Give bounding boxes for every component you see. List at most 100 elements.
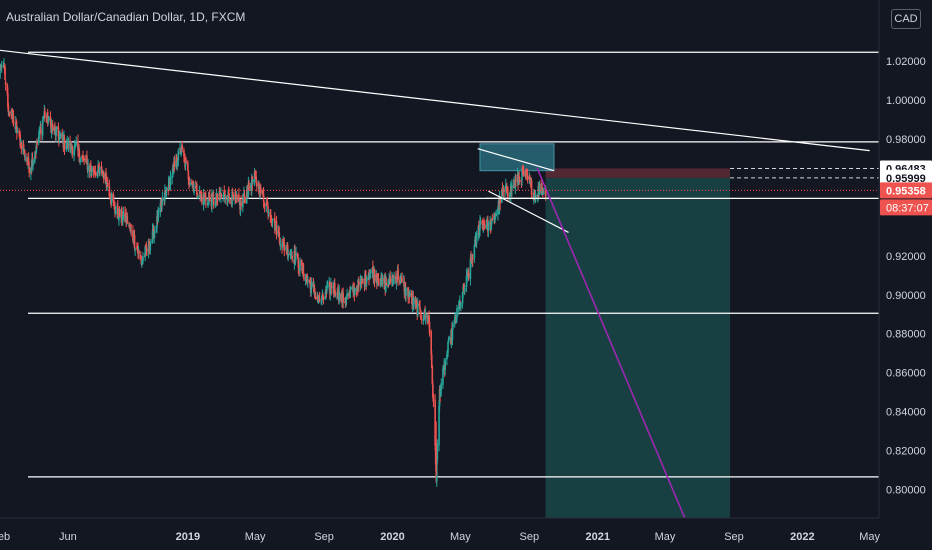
candle-body <box>502 189 505 192</box>
candle-body <box>122 211 125 218</box>
candle-body <box>219 196 222 198</box>
candle-body <box>133 235 136 249</box>
candle-body <box>73 150 75 156</box>
candle-body <box>34 151 37 154</box>
candle-body <box>475 233 478 244</box>
candle-body <box>303 273 305 280</box>
candle-body <box>101 173 104 176</box>
candle-body <box>231 191 233 206</box>
candle-body <box>286 244 289 257</box>
trend-line[interactable] <box>0 48 870 152</box>
candle-body <box>436 443 439 461</box>
candle-body <box>446 354 448 360</box>
candle-body <box>55 127 58 130</box>
candle-body <box>368 275 371 280</box>
candle-body <box>262 193 265 202</box>
candle-body <box>297 258 300 268</box>
candle-body <box>444 360 447 371</box>
candle-body <box>424 308 426 319</box>
candle-body <box>148 241 150 248</box>
candle-body <box>458 303 461 306</box>
candle-body <box>236 195 238 197</box>
candle-body <box>132 230 134 241</box>
candle-body <box>169 176 172 186</box>
candle-body <box>102 171 104 174</box>
candle-body <box>302 263 305 276</box>
candle-body <box>274 226 277 230</box>
candle-body <box>494 217 496 220</box>
candle-body <box>308 279 311 283</box>
candle-body <box>38 129 41 138</box>
candle-body <box>7 105 10 113</box>
candle-body <box>62 138 64 142</box>
candle-body <box>310 282 313 287</box>
candle-body <box>283 242 286 251</box>
trend-line[interactable] <box>477 148 555 172</box>
candle-body <box>254 175 257 177</box>
candle-body <box>153 231 156 239</box>
candle-body <box>505 185 508 187</box>
candle-body <box>99 167 101 174</box>
candle-body <box>183 157 186 159</box>
candle-body <box>379 282 382 286</box>
candle-body <box>136 246 139 251</box>
candle-body <box>321 295 323 302</box>
candle-body <box>474 239 476 247</box>
candle-body <box>168 178 171 180</box>
x-tick-label: 2022 <box>790 531 814 543</box>
candle-body <box>332 287 334 289</box>
candle-body <box>350 287 352 290</box>
candle-body <box>446 351 449 357</box>
candle-body <box>420 316 422 320</box>
candle-body <box>235 198 237 200</box>
y-tick-label: 0.98000 <box>886 134 926 146</box>
candle-body <box>222 192 225 197</box>
candle-body <box>33 155 36 163</box>
candle-body <box>287 253 290 258</box>
candle-body <box>199 191 201 196</box>
candle-body <box>399 279 402 285</box>
candle-body <box>126 216 129 224</box>
candle-body <box>0 69 1 78</box>
candle-body <box>81 156 83 158</box>
candle-body <box>282 240 285 245</box>
candle-body <box>385 282 388 286</box>
candle-body <box>256 182 258 187</box>
candle-body <box>196 184 198 195</box>
candle-body <box>193 188 195 193</box>
candle-body <box>275 220 278 236</box>
candle-body <box>270 214 272 221</box>
candle-body <box>242 198 244 208</box>
candle-body <box>520 180 523 182</box>
target-projection-line[interactable] <box>536 167 686 519</box>
candle-body <box>100 166 103 169</box>
candle-body <box>102 173 105 179</box>
candle-body <box>175 157 178 166</box>
candle-body <box>93 173 96 175</box>
candle-body <box>165 188 168 192</box>
candle-body <box>129 224 131 229</box>
candle-body <box>187 162 189 171</box>
candle-body <box>518 180 521 182</box>
candle-body <box>161 197 164 202</box>
candle-body <box>270 219 273 221</box>
candle-body <box>164 190 167 192</box>
candle-body <box>114 211 117 214</box>
candle-body <box>130 229 133 231</box>
candle-body <box>230 199 232 205</box>
candle-body <box>428 322 431 334</box>
candle-body <box>224 197 227 199</box>
candle-body <box>436 459 438 482</box>
x-tick-label: Feb <box>0 531 10 543</box>
candle-body <box>295 252 297 256</box>
candle-body <box>462 285 465 290</box>
candle-body <box>216 198 219 200</box>
candle-body <box>381 276 384 282</box>
candle-body <box>57 126 60 137</box>
candle-body <box>39 130 41 132</box>
candle-body <box>67 140 70 147</box>
candle-body <box>112 193 115 201</box>
currency-button[interactable]: CAD <box>891 9 921 29</box>
